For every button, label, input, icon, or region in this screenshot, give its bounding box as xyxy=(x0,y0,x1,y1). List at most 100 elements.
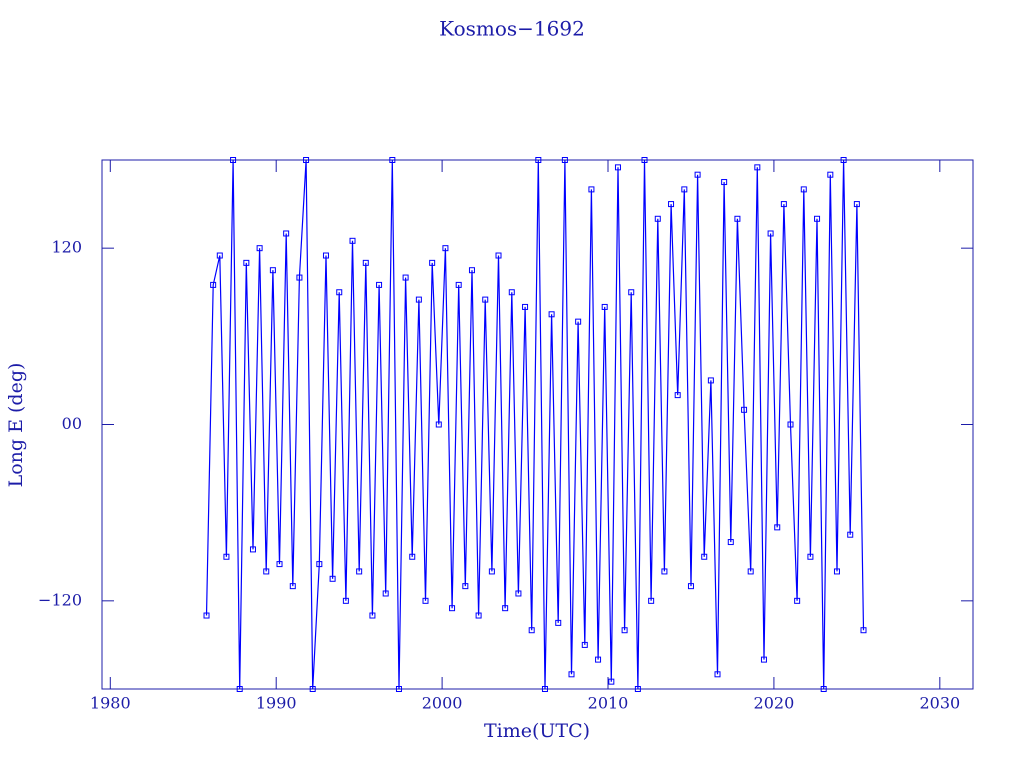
data-point xyxy=(336,289,343,296)
data-point xyxy=(548,311,555,318)
data-point xyxy=(269,267,276,274)
data-point xyxy=(668,201,675,208)
data-point xyxy=(455,281,462,288)
data-point xyxy=(342,597,349,604)
data-point xyxy=(349,237,356,244)
data-point xyxy=(555,619,562,626)
data-point xyxy=(243,259,250,266)
data-point xyxy=(303,157,310,163)
data-line xyxy=(205,159,865,690)
data-point xyxy=(767,230,774,237)
x-tick-label: 1980 xyxy=(90,694,131,713)
x-tick-label: 2020 xyxy=(754,694,795,713)
y-tick-label: 00 xyxy=(62,414,82,433)
data-point xyxy=(654,215,661,222)
data-point xyxy=(701,553,708,560)
data-point xyxy=(376,281,383,288)
data-point xyxy=(853,201,860,208)
x-tick-label: 2000 xyxy=(422,694,463,713)
data-point xyxy=(468,267,475,274)
data-point xyxy=(541,686,548,692)
x-tick-label: 1990 xyxy=(256,694,297,713)
data-point xyxy=(687,583,694,590)
y-axis-label: Long E (deg) xyxy=(5,363,27,488)
data-point xyxy=(475,612,482,619)
data-point xyxy=(223,553,230,560)
data-point xyxy=(707,377,714,384)
data-point xyxy=(814,215,821,222)
data-point xyxy=(780,201,787,208)
data-point xyxy=(807,553,814,560)
data-point xyxy=(276,561,283,568)
data-point xyxy=(794,597,801,604)
data-point xyxy=(648,597,655,604)
data-point xyxy=(621,627,628,634)
x-tick-label: 2010 xyxy=(588,694,629,713)
y-tick-label: 120 xyxy=(51,238,82,257)
data-point xyxy=(833,568,840,575)
data-point xyxy=(787,421,794,428)
data-point xyxy=(847,531,854,538)
data-point xyxy=(522,303,529,310)
x-axis-label: Time(UTC) xyxy=(484,720,590,742)
data-point xyxy=(415,296,422,303)
data-point xyxy=(502,605,509,612)
data-point xyxy=(482,296,489,303)
data-point xyxy=(747,568,754,575)
data-point xyxy=(316,561,323,568)
data-point xyxy=(634,686,641,692)
data-point xyxy=(741,406,748,413)
data-point xyxy=(681,186,688,193)
y-tick-label: −120 xyxy=(38,590,82,609)
data-point xyxy=(329,575,336,582)
data-point xyxy=(289,583,296,590)
data-point xyxy=(283,230,290,237)
data-point xyxy=(561,157,568,163)
data-point xyxy=(535,157,542,163)
data-point xyxy=(435,421,442,428)
data-point xyxy=(727,539,734,546)
data-point xyxy=(442,245,449,252)
data-point xyxy=(256,245,263,252)
data-point xyxy=(674,392,681,399)
data-point xyxy=(714,671,721,678)
data-point xyxy=(309,686,316,692)
data-point xyxy=(263,568,270,575)
data-point xyxy=(721,179,728,186)
data-point xyxy=(508,289,515,296)
data-point xyxy=(588,186,595,193)
data-point xyxy=(568,671,575,678)
data-point xyxy=(820,686,827,692)
data-point xyxy=(661,568,668,575)
data-point xyxy=(608,678,615,685)
data-point xyxy=(495,252,502,259)
data-point xyxy=(581,641,588,648)
data-point xyxy=(395,686,402,692)
data-point xyxy=(203,612,210,619)
x-tick-label: 2030 xyxy=(919,694,960,713)
data-point xyxy=(614,164,621,171)
data-point xyxy=(694,171,701,178)
data-point xyxy=(528,627,535,634)
data-point xyxy=(422,597,429,604)
data-point xyxy=(356,568,363,575)
data-point xyxy=(449,605,456,612)
chart-title: Kosmos−1692 xyxy=(439,17,585,41)
data-point xyxy=(429,259,436,266)
data-point xyxy=(382,590,389,597)
data-point xyxy=(734,215,741,222)
data-point xyxy=(210,281,217,288)
data-point xyxy=(601,303,608,310)
data-point xyxy=(216,252,223,259)
data-point xyxy=(389,157,396,163)
data-point xyxy=(641,157,648,163)
data-point xyxy=(236,686,243,692)
data-point xyxy=(628,289,635,296)
data-point xyxy=(362,259,369,266)
data-point xyxy=(754,164,761,171)
data-point xyxy=(840,157,847,163)
data-point xyxy=(402,274,409,281)
data-point xyxy=(800,186,807,193)
